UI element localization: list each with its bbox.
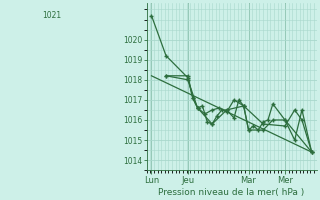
Text: 1021: 1021 bbox=[43, 11, 62, 20]
X-axis label: Pression niveau de la mer( hPa ): Pression niveau de la mer( hPa ) bbox=[158, 188, 305, 197]
